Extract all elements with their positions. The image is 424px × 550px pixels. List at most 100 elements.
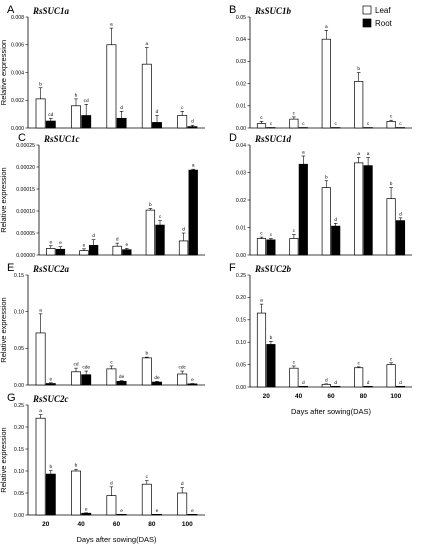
- bar-leaf-80: [141, 63, 152, 129]
- y-tick-label: 0.004: [11, 70, 24, 76]
- bar-root-60: [116, 513, 127, 516]
- significance-label: c: [293, 360, 296, 365]
- panel-a: A RsSUC1a 0.000 0.002 0.004 0.006 0.008 Relativ…: [0, 4, 205, 132]
- panel-b: B RsSUC1b 0.00 0.01 0.02 0.03 0.04 0.05 c c c c a c b c…: [229, 4, 412, 132]
- significance-label: c: [260, 232, 263, 237]
- bar-leaf-100: [386, 120, 396, 129]
- gene-title: RsSUC1a: [32, 6, 70, 16]
- significance-label: de: [154, 375, 160, 381]
- bar-root-100: [395, 220, 406, 256]
- significance-label: e: [85, 507, 88, 512]
- bar-leaf-20: [256, 238, 267, 256]
- y-tick-label: 0.05: [14, 491, 24, 497]
- significance-label: a: [260, 299, 263, 304]
- bar-leaf-40: [71, 105, 81, 129]
- significance-label: d: [181, 481, 184, 487]
- y-tick-label: 0.00: [14, 513, 24, 519]
- y-tick-label: 0.00025: [16, 143, 35, 149]
- significance-label: d: [325, 377, 328, 383]
- significance-label: de: [119, 374, 125, 380]
- y-tick-label: 0.25: [236, 273, 246, 279]
- significance-label: d: [334, 217, 337, 223]
- significance-label: cd: [48, 112, 53, 118]
- bar-leaf-60: [321, 187, 331, 256]
- x-tick-label: 100: [182, 521, 193, 528]
- gene-title: RsSUC2c: [32, 394, 69, 404]
- significance-label: e: [49, 377, 52, 382]
- bar-root-20: [45, 383, 56, 386]
- y-tick-label: 0.02: [236, 81, 246, 87]
- x-axis-label: Days after sowing(DAS): [76, 535, 157, 544]
- bar-root-80: [152, 122, 162, 129]
- significance-label: e: [49, 240, 52, 245]
- y-tick-label: 0.01: [236, 104, 246, 110]
- significance-label: d: [120, 105, 123, 111]
- gene-title: RsSUC1c: [43, 134, 80, 144]
- panel-f: F RsSUC2b 0.00 0.05 0.10 0.15 0.20 0.25 a b 20 c d 40…: [229, 262, 412, 416]
- bar-root-100: [187, 383, 198, 386]
- bar-leaf-100: [386, 198, 396, 256]
- significance-label: e: [191, 509, 194, 514]
- bar-leaf-20: [35, 332, 46, 386]
- bar-root-60: [116, 380, 127, 386]
- bar-leaf-60: [112, 245, 122, 256]
- bar-leaf-60: [321, 383, 331, 388]
- significance-label: c: [367, 122, 370, 127]
- significance-label: cd: [84, 98, 89, 104]
- significance-label: b: [75, 92, 78, 98]
- x-tick-label: 40: [295, 393, 303, 400]
- significance-label: c: [270, 122, 273, 127]
- bar-root-20: [266, 239, 276, 256]
- significance-label: e: [156, 509, 159, 514]
- gene-title: RsSUC2a: [32, 264, 70, 274]
- significance-label: c: [270, 233, 273, 238]
- bar-root-20: [55, 248, 66, 256]
- y-tick-label: 0.00010: [16, 209, 35, 215]
- legend-swatch-leaf: [362, 5, 372, 15]
- significance-label: c: [110, 360, 113, 365]
- significance-label: c: [146, 475, 149, 480]
- significance-label: d: [191, 119, 194, 125]
- y-tick-label: 0.008: [11, 15, 24, 21]
- bar-root-80: [363, 165, 373, 256]
- panel-c: C RsSUC1c 0.00000 0.00005 0.00010 0.00015 0.00…: [0, 132, 205, 259]
- bar-leaf-100: [177, 492, 188, 516]
- significance-label: d: [92, 233, 95, 239]
- bar-leaf-20: [35, 417, 46, 516]
- significance-label: e: [59, 241, 62, 246]
- significance-label: b: [49, 464, 52, 470]
- significance-label: c: [293, 111, 296, 116]
- x-tick-label: 80: [360, 393, 368, 400]
- y-tick-label: 0.00: [14, 383, 24, 389]
- y-axis-label: Relative expression: [0, 297, 8, 362]
- y-tick-label: 0.03: [236, 170, 246, 176]
- bar-leaf-100: [177, 115, 188, 129]
- significance-label: d: [302, 380, 305, 386]
- significance-label: d: [110, 480, 113, 486]
- significance-label: b: [357, 66, 360, 72]
- y-tick-label: 0.15: [14, 447, 24, 453]
- bar-leaf-40: [289, 367, 299, 388]
- significance-label: c: [302, 122, 305, 127]
- bar-leaf-80: [141, 483, 152, 516]
- y-tick-label: 0.03: [236, 59, 246, 65]
- significance-label: a: [367, 152, 370, 157]
- y-tick-label: 0.006: [11, 43, 24, 49]
- y-tick-label: 0.20: [14, 425, 24, 431]
- bar-leaf-60: [106, 44, 117, 129]
- significance-label: e: [191, 378, 194, 383]
- bar-root-20: [45, 120, 56, 129]
- panel-letter: F: [229, 262, 236, 274]
- significance-label: c: [260, 116, 263, 121]
- significance-label: b: [270, 335, 273, 341]
- bar-leaf-40: [79, 250, 89, 256]
- y-tick-label: 0.25: [14, 403, 24, 409]
- bar-leaf-20: [256, 312, 267, 388]
- legend-label-root: Root: [375, 19, 393, 28]
- significance-label: cd: [73, 362, 78, 368]
- y-tick-label: 0.00020: [16, 165, 35, 171]
- bar-leaf-80: [354, 367, 364, 388]
- significance-label: e: [125, 243, 128, 248]
- significance-label: b: [325, 174, 328, 180]
- significance-label: a: [325, 25, 328, 30]
